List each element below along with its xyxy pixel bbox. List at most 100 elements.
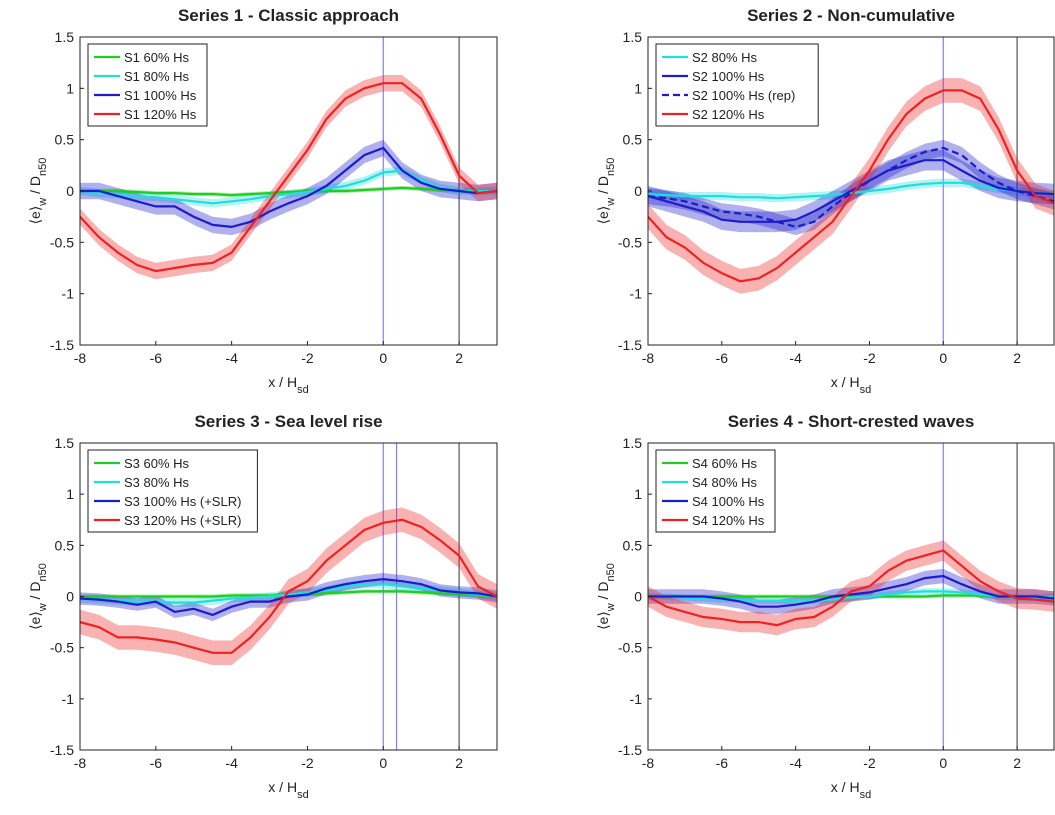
y-axis-label: ⟨e⟩w / Dn50: [595, 158, 617, 225]
y-label-part: w: [37, 603, 49, 612]
y-tick-label: 0: [634, 589, 642, 605]
y-label-part: ⟨e⟩: [27, 611, 43, 630]
legend-label: S4 120% Hs: [692, 513, 765, 528]
legend-label: S1 120% Hs: [124, 107, 197, 122]
x-tick-label: 0: [379, 755, 387, 771]
y-label-part: n50: [605, 563, 617, 581]
y-label-part: w: [37, 198, 49, 207]
y-tick-label: -1.5: [50, 742, 74, 758]
x-tick-label: 0: [379, 350, 387, 366]
plot-frame: [647, 442, 1055, 751]
x-tick-label: -8: [74, 350, 87, 366]
series-line: [648, 89, 1054, 283]
y-tick-label: 0: [66, 183, 74, 199]
x-tick-label: -8: [642, 350, 655, 366]
x-axis-label: x / Hsd: [268, 374, 308, 396]
x-tick-label: -4: [225, 755, 238, 771]
x-tick-label: -6: [716, 755, 729, 771]
panel: Series 4 - Short-crested waves -8 -6 -4 -2 0 2…: [595, 412, 1055, 801]
y-tick-label: 0: [66, 589, 74, 605]
x-label-part: x / H: [831, 779, 860, 795]
y-label-part: ⟨e⟩: [595, 206, 611, 225]
y-tick-label: -0.5: [618, 640, 642, 656]
y-axis-label: ⟨e⟩w / Dn50: [27, 158, 49, 225]
y-tick-label: 0: [634, 183, 642, 199]
panel: Series 2 - Non-cumulative -8 -6 -4 -2 0 2 -1.5 -…: [595, 6, 1055, 396]
x-tick-label: 2: [1013, 755, 1021, 771]
spread-band: [80, 166, 497, 208]
series-line: [80, 169, 497, 205]
series-line: [648, 146, 1054, 229]
x-tick-label: -6: [150, 350, 163, 366]
y-tick-label: 0.5: [55, 132, 75, 148]
y-tick-label: 0.5: [623, 132, 643, 148]
y-axis-label: ⟨e⟩w / Dn50: [27, 563, 49, 630]
x-tick-label: -6: [716, 350, 729, 366]
x-tick-label: -8: [74, 755, 87, 771]
y-tick-label: -1: [630, 691, 643, 707]
series-line: [648, 549, 1054, 627]
y-label-part: ⟨e⟩: [27, 206, 43, 225]
x-tick-label: -8: [642, 755, 655, 771]
legend-label: S3 120% Hs (+SLR): [124, 513, 241, 528]
legend-label: S1 80% Hs: [124, 69, 190, 84]
x-tick-label: 2: [455, 350, 463, 366]
legend-label: S3 100% Hs (+SLR): [124, 494, 241, 509]
panel: Series 3 - Sea level rise -8 -6 -4 -2 0 2 -1.5 -…: [27, 412, 498, 801]
y-tick-label: 1: [66, 486, 74, 502]
plot-frame: [79, 442, 498, 751]
panel: Series 1 - Classic approach -8 -6 -4 -2 0 2 -1.…: [27, 6, 498, 396]
y-tick-label: -1.5: [618, 337, 642, 353]
y-label-part: n50: [605, 158, 617, 176]
series-line: [648, 181, 1054, 200]
y-tick-label: 0.5: [623, 537, 643, 553]
x-tick-label: -4: [225, 350, 238, 366]
plot: [80, 443, 497, 750]
y-tick-label: 1.5: [623, 29, 643, 45]
series-line: [80, 186, 497, 197]
x-tick-label: 2: [455, 755, 463, 771]
y-tick-label: -1: [630, 286, 643, 302]
series-line: [648, 574, 1054, 608]
y-tick-label: -1.5: [50, 337, 74, 353]
x-axis-label: x / Hsd: [831, 374, 871, 396]
y-tick-label: 1.5: [55, 29, 75, 45]
spread-band: [80, 507, 497, 666]
y-tick-label: -1: [62, 691, 75, 707]
spread-band: [648, 139, 1054, 236]
series-line: [648, 159, 1054, 223]
x-label-part: sd: [297, 384, 309, 396]
x-axis-label: x / Hsd: [831, 779, 871, 801]
x-tick-label: -4: [789, 755, 802, 771]
x-label-part: x / H: [268, 374, 297, 390]
y-tick-label: -0.5: [50, 640, 74, 656]
y-tick-label: 1.5: [55, 435, 75, 451]
x-label-part: sd: [297, 789, 309, 801]
x-tick-label: -2: [301, 350, 314, 366]
x-label-part: sd: [860, 384, 872, 396]
series-line: [80, 577, 497, 617]
legend-label: S2 100% Hs (rep): [692, 88, 795, 103]
y-tick-label: 1.5: [623, 435, 643, 451]
y-label-part: / D: [27, 176, 43, 198]
y-axis-label: ⟨e⟩w / Dn50: [595, 563, 617, 630]
plot: [80, 37, 497, 345]
x-tick-label: 0: [939, 350, 947, 366]
legend-label: S1 60% Hs: [124, 50, 190, 65]
plot: [648, 37, 1054, 345]
y-label-part: n50: [37, 158, 49, 176]
x-label-part: x / H: [268, 779, 297, 795]
legend-label: S4 80% Hs: [692, 475, 758, 490]
y-label-part: w: [605, 198, 617, 207]
y-label-part: / D: [27, 581, 43, 603]
chart-title: Series 4 - Short-crested waves: [728, 412, 975, 431]
x-label-part: sd: [860, 789, 872, 801]
y-tick-label: -1: [62, 286, 75, 302]
legend-label: S1 100% Hs: [124, 88, 197, 103]
y-tick-label: -1.5: [618, 742, 642, 758]
y-tick-label: 0.5: [55, 537, 75, 553]
y-label-part: ⟨e⟩: [595, 611, 611, 630]
y-tick-label: -0.5: [50, 234, 74, 250]
plot: [648, 443, 1054, 750]
